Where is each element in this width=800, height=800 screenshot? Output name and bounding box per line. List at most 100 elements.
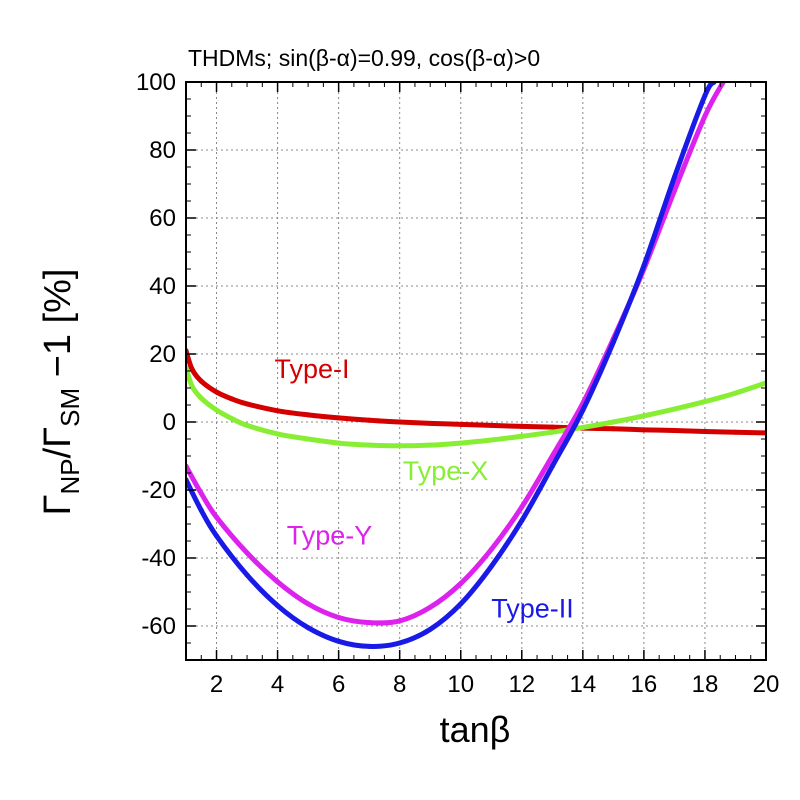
y-tick-label: -20 [141,477,176,504]
y-tick-label: 100 [136,69,176,96]
series-type-y-point [198,490,204,496]
series-type-x-point [549,429,555,435]
series-type-ii-point [305,625,311,631]
y-axis-title-sub2: SM [55,388,85,427]
series-type-i-band [186,348,766,436]
series-type-x-point [244,422,250,428]
series-type-ii-point [671,174,677,180]
series-type-ii-point [458,601,464,607]
series-type-x-point [229,416,235,422]
series-type-y-point [244,550,250,556]
series-type-i-point [702,429,708,435]
series-type-ii-point [198,507,204,513]
series-type-y-point [458,581,464,586]
series-type-y-point [549,453,555,459]
series-label-type-ii: Type-II [491,594,574,624]
series-type-y-point [519,504,525,510]
series-type-ii-point [549,463,555,469]
series-type-ii-point [580,407,586,413]
series-type-i-point [198,378,204,384]
x-tick-label: 6 [332,671,345,698]
series-type-ii-point [244,572,250,578]
series-type-ii-band [186,82,717,649]
series-type-x-band [186,365,766,449]
series-type-y-point [336,615,342,620]
y-axis-title-main3: −1 [%] [37,269,79,388]
x-tick-label: 2 [210,671,223,698]
series-label-type-i: Type-I [275,354,350,384]
series-type-i-point [641,427,647,433]
y-tick-label: 80 [149,137,176,164]
series-type-x-point [275,431,281,437]
series-type-ii-point [610,339,616,345]
series-type-y-point [671,188,677,194]
series-type-i-point [244,401,250,407]
y-tick-label: -40 [141,545,176,572]
y-tick-label: -60 [141,613,176,640]
series-type-x-point [610,419,616,425]
x-tick-label: 10 [447,671,474,698]
chart-title: THDMs; sin(β-α)=0.99, cos(β-α)>0 [188,45,540,71]
series-type-y-point [427,604,433,610]
y-axis-title: ΓNP/ΓSM −1 [%] [37,269,85,516]
series-type-y-point [702,113,708,119]
series-type-x-point [458,440,464,446]
series-type-x-point [427,442,433,448]
series-type-x-point [702,399,708,405]
series-type-ii-point [275,603,281,609]
series-type-i-point [214,389,220,395]
series-type-y-point [488,547,494,552]
y-tick-label: 0 [163,409,176,436]
series-type-x-point [214,407,220,413]
series-type-ii-point [336,638,342,644]
series-type-i-point [275,408,281,414]
x-tick-label: 12 [508,671,535,698]
x-axis-title: tanβ [440,709,511,750]
series-type-x-point [519,433,525,439]
series-type-i-point [458,421,464,427]
series-type-i-point [427,420,433,426]
series-type-x-point [732,390,738,396]
series-type-ii-point [641,263,647,269]
y-tick-label: 40 [149,273,176,300]
series-type-i-point [671,428,677,433]
series-type-x-point [397,443,403,449]
series-type-y-point [366,620,372,626]
x-tick-label: 14 [569,671,596,698]
series-label-type-y: Type-Y [287,520,373,550]
series-type-ii-point [427,626,433,632]
series-type-ii-point [519,518,525,524]
series-type-i-point [229,396,235,402]
y-tick-label: 20 [149,341,176,368]
ticks: 2 4 6 8 10 12 14 16 18 20 -60 -40 -20 0 20 40 60 80 100 [136,69,779,698]
x-tick-label: 16 [631,671,658,698]
y-tick-label: 60 [149,205,176,232]
series-type-i-point [732,429,738,435]
series-type-i-point [488,422,494,428]
series-type-i-point [549,424,555,430]
x-tick-label: 20 [753,671,780,698]
series-type-x-point [366,442,372,448]
series-type-x-point [580,424,586,430]
x-tick-label: 18 [692,671,719,698]
series-type-i-point [610,426,616,432]
series-layer [186,82,766,649]
series-type-y-point [305,601,311,607]
series-type-x-point [198,395,204,401]
series-type-i-point [336,415,342,421]
series-type-x-point [671,406,677,412]
x-tick-label: 8 [393,671,406,698]
series-type-y-point [214,514,220,520]
series-labels: Type-I Type-X Type-Y Type-II [275,354,574,624]
y-axis-title-main1: Γ [37,495,79,516]
grid [186,82,766,660]
series-type-ii-point [488,564,494,569]
series-type-i-point [305,412,311,418]
y-axis-title-main2: /Γ [37,427,79,459]
series-type-ii-point [702,93,708,99]
y-axis-title-sub1: NP [55,458,85,494]
series-label-type-x: Type-X [403,456,489,486]
series-type-x-point [305,436,311,442]
series-type-i-point [366,417,372,423]
series-type-y-point [275,579,281,585]
